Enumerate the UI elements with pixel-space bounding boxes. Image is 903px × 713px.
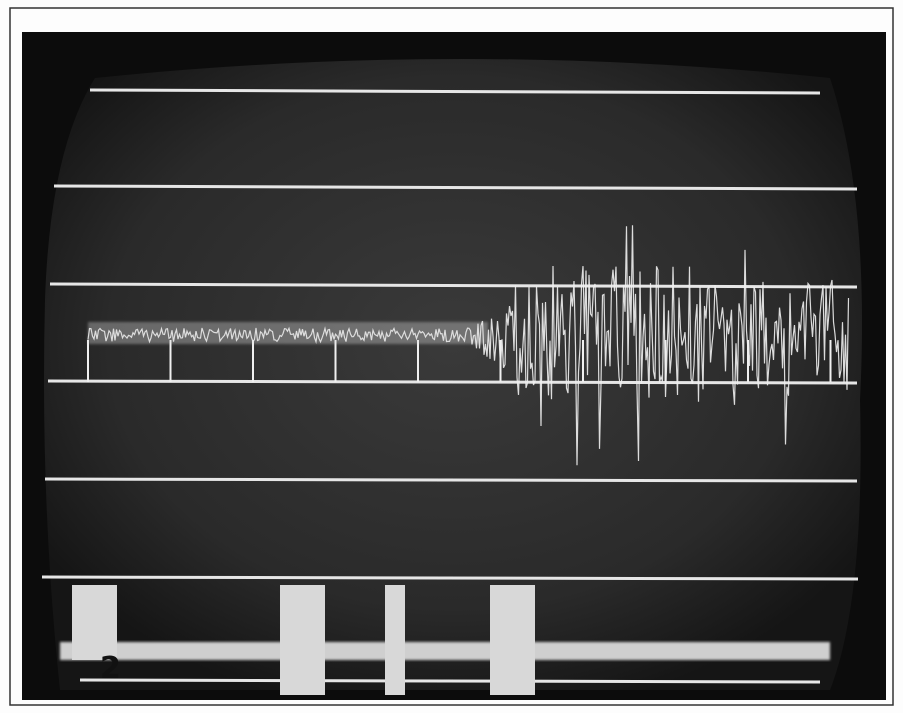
trace-band [60,642,830,660]
grid-line [47,379,858,385]
channel-label: 2 [100,651,121,686]
trace-pulse [385,585,405,695]
grid-line [44,477,858,483]
grid-line [89,88,821,95]
baseline-glow [88,322,488,344]
graticule [41,88,859,684]
grid-line [53,184,858,191]
grid-line [79,678,821,684]
signal-trace [87,225,850,466]
trace-pulse [280,585,325,695]
grid-line [41,575,859,581]
trace-pulse [72,585,117,660]
frame-line [9,7,894,706]
trace-pulse [490,585,535,695]
bottom-trace [60,585,830,695]
screen [44,59,862,690]
grid-line [49,282,858,289]
